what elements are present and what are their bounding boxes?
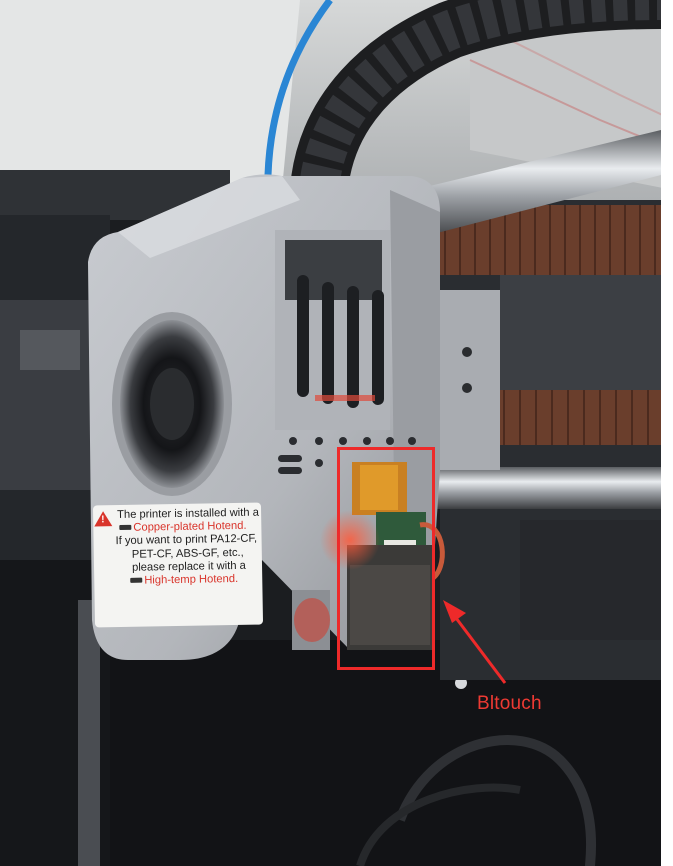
- bltouch-highlight-box: [337, 447, 435, 670]
- hotend-chip-icon: [130, 577, 143, 583]
- warning-triangle-icon: [94, 511, 113, 527]
- sticker-line-6: High-temp Hotend.: [102, 573, 257, 589]
- image-border: [661, 0, 673, 866]
- hotend-warning-sticker: The printer is installed with a Copper-p…: [92, 502, 264, 628]
- hotend-chip-icon: [119, 525, 132, 531]
- bltouch-callout-label: Bltouch: [477, 693, 542, 714]
